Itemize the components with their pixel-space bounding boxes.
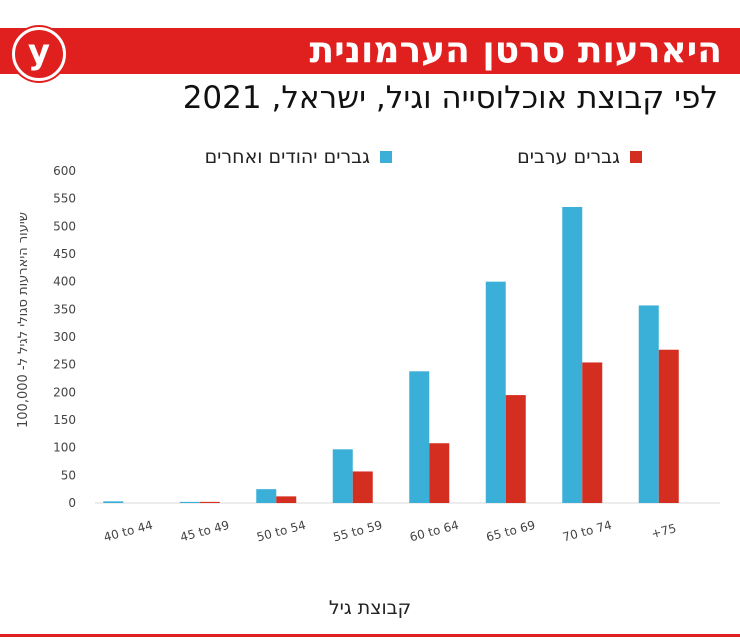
legend-swatch (380, 151, 392, 163)
bar (485, 281, 506, 503)
bar (103, 501, 124, 503)
y-tick-label: 50 (61, 468, 76, 482)
bar (562, 206, 583, 503)
y-tick-label: 550 (53, 192, 76, 206)
y-tick-label: 350 (53, 302, 76, 316)
bar (199, 501, 220, 503)
legend-label: גברים יהודים ואחרים (205, 146, 371, 168)
x-tick-label: 70 to 74 (561, 518, 613, 545)
bar (256, 489, 277, 503)
y-tick-label: 200 (53, 385, 76, 399)
title: היארעות סרטן הערמונית (309, 30, 722, 71)
y-tick-label: 250 (53, 358, 76, 372)
x-tick-label: 45 to 49 (179, 518, 231, 545)
y-tick-label: 600 (53, 164, 76, 178)
x-tick-label: 65 to 69 (485, 518, 537, 545)
bar (276, 496, 297, 503)
bar (505, 395, 526, 503)
y-tick-label: 0 (68, 496, 76, 510)
bar (332, 449, 353, 503)
bar (582, 362, 603, 503)
logo: y (12, 27, 66, 81)
subtitle: לפי קבוצת אוכלוסייה וגיל, ישראל, 2021 (182, 80, 718, 116)
bar (179, 501, 200, 503)
y-tick-label: 500 (53, 219, 76, 233)
bar (429, 443, 450, 503)
x-tick-label: 40 to 44 (102, 518, 154, 545)
bottom-line (0, 634, 740, 637)
legend-label: גברים ערבים (517, 146, 620, 168)
y-axis-title: שיעור היארעות סגולי לגיל ל- 100,000 (16, 212, 31, 428)
x-tick-label: 50 to 54 (255, 518, 307, 545)
bar (352, 471, 373, 503)
bar (638, 305, 659, 503)
y-tick-label: 300 (53, 330, 76, 344)
bar (658, 349, 679, 503)
x-tick-label: 60 to 64 (408, 518, 460, 545)
legend-swatch (630, 151, 642, 163)
y-tick-label: 450 (53, 247, 76, 261)
banner (0, 28, 740, 74)
x-tick-label: +75 (650, 521, 678, 541)
y-tick-label: 100 (53, 441, 76, 455)
x-tick-label: 55 to 59 (332, 518, 384, 545)
y-tick-label: 150 (53, 413, 76, 427)
x-axis-title: קבוצת גיל (329, 597, 411, 619)
bar (409, 371, 430, 503)
y-tick-label: 400 (53, 275, 76, 289)
